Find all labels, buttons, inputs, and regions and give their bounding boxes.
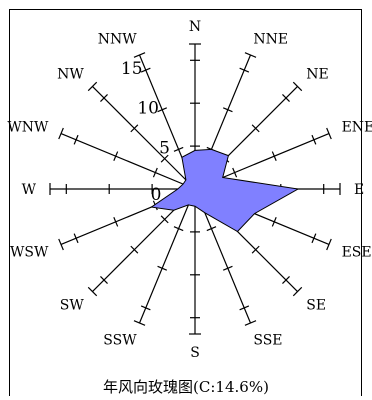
tick-sse-5 — [206, 226, 217, 232]
end-cap-se — [292, 286, 303, 297]
tick-ssw-15 — [140, 305, 151, 311]
direction-label-ne: NE — [306, 67, 328, 83]
tick-wsw-15 — [73, 233, 79, 244]
tick-nnw-5 — [173, 146, 184, 152]
tick-ene-15 — [311, 134, 317, 145]
tick-sse-10 — [222, 265, 233, 271]
radial-label-15: 15 — [121, 59, 143, 79]
tick-nnw-15 — [140, 67, 151, 73]
direction-label-ese: ESE — [342, 244, 372, 260]
radial-tick-labels: 0 510 15 — [121, 59, 170, 205]
tick-sw-5 — [160, 215, 169, 224]
tick-ne-10 — [251, 124, 260, 133]
direction-label-nne: NNE — [253, 31, 288, 47]
direction-label-se: SE — [306, 297, 326, 313]
tick-ese-10 — [271, 216, 277, 227]
direction-label-sse: SSE — [253, 333, 282, 349]
tick-wsw-10 — [113, 216, 119, 227]
end-cap-sw — [87, 286, 98, 297]
end-cap-nne — [244, 52, 257, 58]
end-cap-wnw — [58, 127, 64, 140]
spoke-wnw — [60, 132, 196, 190]
end-cap-sse — [244, 320, 257, 326]
tick-se-15 — [282, 276, 290, 284]
chart-title: 年风向玫瑰图(C:14.6%) — [103, 378, 269, 396]
direction-label-w: W — [22, 182, 37, 198]
direction-label-wnw: WNW — [7, 120, 49, 136]
tick-se-10 — [251, 245, 260, 254]
end-cap-ese — [326, 238, 332, 251]
spoke-ssw — [138, 188, 196, 324]
tick-sw-10 — [130, 245, 139, 254]
tick-ssw-10 — [157, 265, 168, 271]
tick-nnw-10 — [157, 107, 168, 113]
radial-label-5: 5 — [159, 138, 170, 158]
tick-nw-10 — [130, 124, 139, 133]
tick-ssw-5 — [173, 226, 184, 232]
tick-wnw-5 — [152, 167, 158, 178]
frequency-polygon — [150, 148, 300, 233]
end-cap-wsw — [58, 238, 64, 251]
end-cap-nw — [87, 81, 98, 92]
tick-nw-5 — [160, 154, 169, 163]
tick-wnw-10 — [113, 151, 119, 162]
tick-nne-10 — [222, 107, 233, 113]
tick-sse-15 — [239, 305, 250, 311]
radial-label-10: 10 — [137, 99, 159, 119]
radial-label-0: 0 — [151, 185, 162, 205]
tick-nw-15 — [100, 94, 108, 102]
direction-label-ssw: SSW — [103, 333, 137, 349]
end-cap-nnw — [133, 52, 146, 58]
tick-ese-15 — [311, 233, 317, 244]
tick-nne-15 — [239, 67, 250, 73]
direction-label-nw: NW — [57, 67, 84, 83]
tick-ene-10 — [271, 151, 277, 162]
end-cap-ne — [292, 81, 303, 92]
spoke-nw — [92, 86, 196, 190]
tick-ene-5 — [232, 167, 238, 178]
direction-label-sw: SW — [60, 297, 85, 313]
direction-label-ene: ENE — [342, 120, 372, 136]
tick-sw-15 — [100, 276, 108, 284]
end-cap-ssw — [133, 320, 146, 326]
direction-labels: N NNE NE ENE E ESE SE SSE S SSW SW WSW W WNW NW NNW — [7, 19, 372, 361]
direction-label-nnw: NNW — [98, 31, 138, 47]
end-cap-ene — [326, 127, 332, 140]
direction-label-n: N — [189, 19, 201, 35]
direction-label-s: S — [190, 345, 200, 361]
direction-label-e: E — [354, 182, 364, 198]
tick-wnw-15 — [73, 134, 79, 145]
tick-ne-15 — [282, 94, 290, 102]
direction-label-wsw: WSW — [10, 244, 49, 260]
